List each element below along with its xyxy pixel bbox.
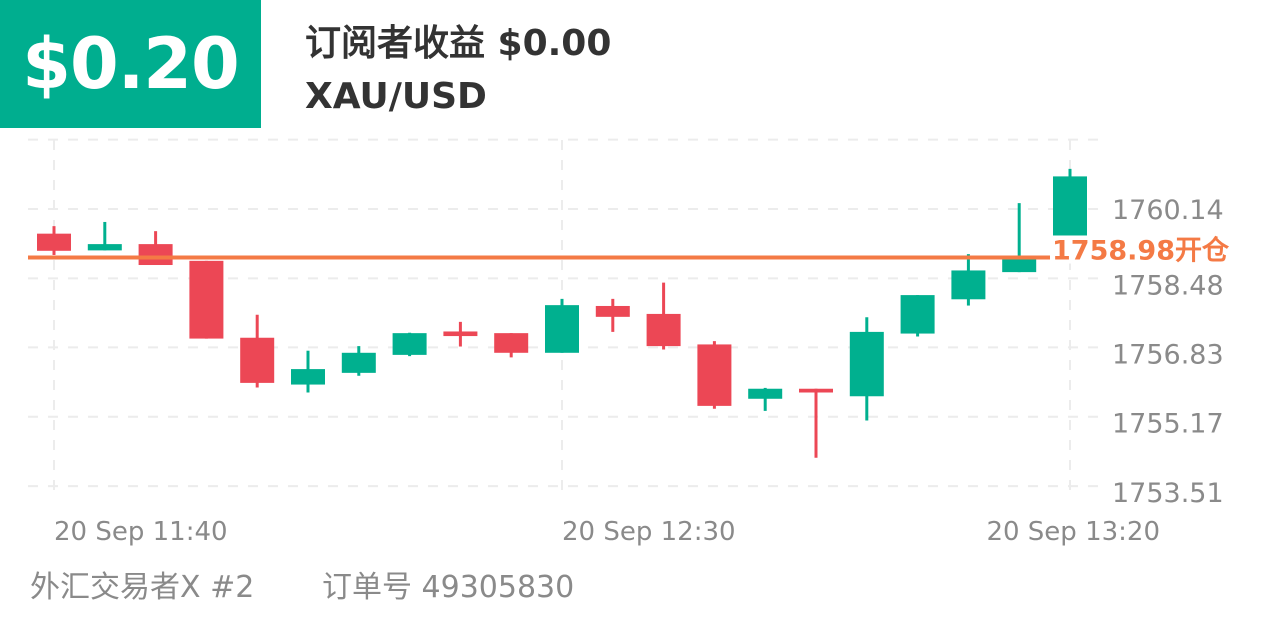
y-tick-label: 1760.14 — [1112, 195, 1224, 226]
candle-body — [646, 313, 681, 347]
candle-body — [1002, 259, 1037, 273]
order-number: 订单号 49305830 — [322, 570, 575, 605]
pnl-value: $0.20 — [22, 23, 239, 105]
candle-body — [291, 369, 325, 385]
candle-body — [697, 344, 732, 406]
candle-body — [849, 331, 884, 397]
candle-body — [189, 260, 224, 339]
y-tick-label: 1753.51 — [1112, 478, 1224, 509]
candle-body — [341, 352, 376, 373]
candle-body — [595, 305, 630, 317]
subscriber-profit-title: 订阅者收益 $0.00 — [305, 23, 612, 64]
symbol-label: XAU/USD — [305, 76, 487, 117]
y-tick-label: 1755.17 — [1112, 409, 1224, 440]
candlestick-chart: 1760.14 1758.48 1756.83 1755.17 1753.51 20 Se… — [28, 138, 1230, 547]
x-tick-label: 20 Sep 12:30 — [562, 517, 736, 547]
candle-body — [494, 333, 529, 353]
candle-body — [545, 305, 579, 353]
candle-body — [951, 270, 986, 300]
candle-body — [443, 331, 478, 337]
y-tick-label: 1758.48 — [1112, 270, 1224, 301]
candle-body — [37, 233, 71, 251]
candle-body — [900, 295, 935, 334]
candle-body — [240, 337, 275, 383]
trader-name: 外汇交易者X #2 — [30, 570, 255, 605]
candle-body — [138, 244, 173, 266]
candle-body — [1053, 176, 1087, 237]
x-tick-label: 20 Sep 11:40 — [54, 517, 228, 547]
open-price-label-bg — [1050, 235, 1225, 264]
candle-body — [87, 244, 122, 251]
open-price-label: 1758.98开仓 — [1052, 235, 1230, 266]
candle-body — [392, 333, 427, 355]
pnl-badge: $0.20 — [0, 0, 261, 128]
candle-body — [799, 388, 833, 393]
x-tick-label: 20 Sep 13:20 — [986, 517, 1160, 547]
y-tick-label: 1756.83 — [1112, 339, 1224, 370]
candle-body — [748, 388, 783, 399]
